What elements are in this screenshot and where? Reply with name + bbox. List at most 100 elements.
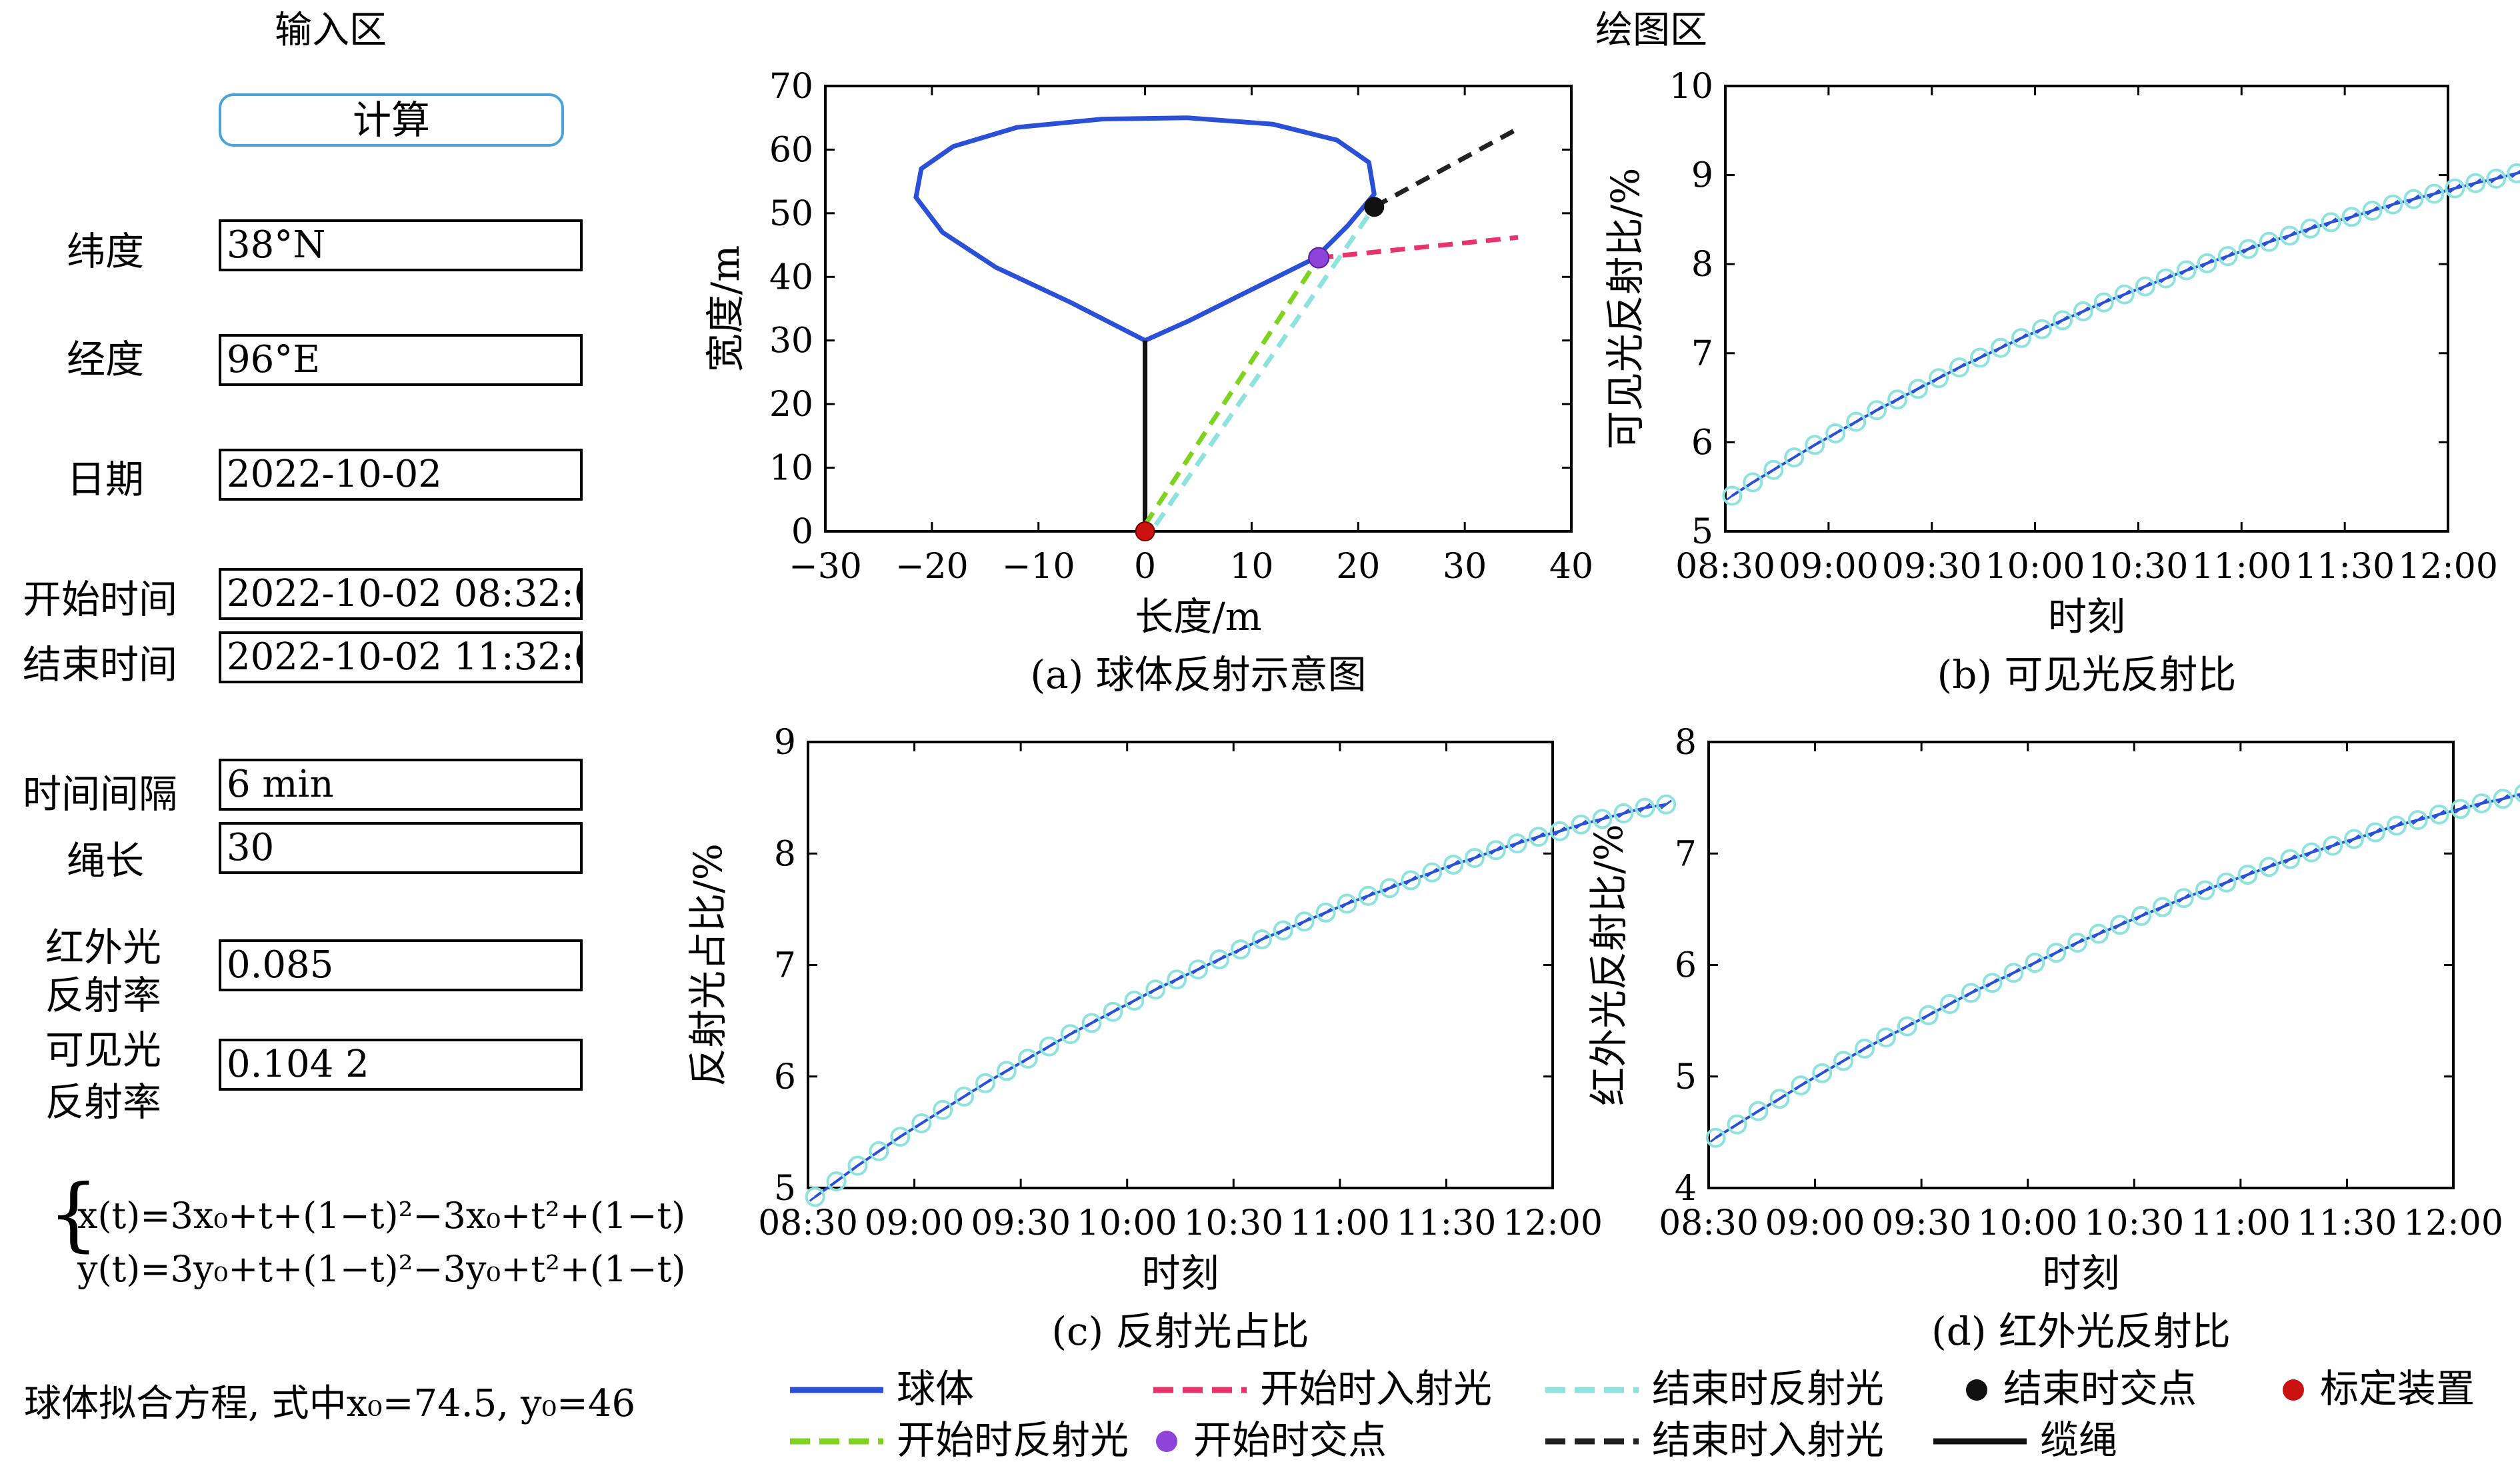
series-tick [2241,869,2254,880]
series-tick [2497,794,2509,804]
series-tick [2490,173,2503,184]
y-tick-label: 6 [1691,423,1713,463]
x-tick-label: 08:30 [1675,547,1775,587]
series-marker [2424,183,2445,204]
series-tick [2177,893,2190,903]
series-marker [2259,231,2279,252]
legend-item-3: 结束时交点 [1966,1366,2197,1411]
legend-marker [2283,1379,2304,1401]
series-tick [2114,920,2126,930]
x-tick-label: 40 [1549,547,1593,587]
y-axis-label: 宽度/m [703,245,748,373]
series-tick [1235,944,1247,955]
series-tick [1660,799,1673,809]
series-marker [2279,225,2300,246]
series-marker [847,1155,868,1176]
date-label: 日期 [67,457,145,502]
series-tick [1617,808,1630,819]
series-marker [2514,784,2520,803]
x-tick-label: 20 [1336,547,1380,587]
longitude-label: 经度 [67,337,145,382]
y-tick-label: 60 [769,130,813,170]
series-marker [2407,810,2428,831]
series-marker [911,1113,932,1133]
series-tick [2159,273,2172,283]
y-tick-label: 4 [1675,1169,1697,1209]
rope-length-field[interactable]: 30 [219,822,583,874]
series-marker [2365,822,2385,843]
series-tick [1553,826,1566,837]
series-marker [2280,849,2301,869]
series-tick [1773,1093,1786,1104]
chart-panel-b: 08:30 09:00 09:30 10:00 10:30 11:00 11:30 12:00… [1603,67,2520,697]
series-tick [1192,964,1204,975]
series-marker [1961,983,1981,1003]
series-marker [1887,389,1908,410]
series-tick [1726,491,1739,501]
series-marker [2429,804,2449,825]
series-marker [2155,268,2176,289]
series-marker [1422,862,1443,883]
series-tick [1128,995,1141,1006]
series-tick [830,1176,843,1187]
legend-label: 结束时交点 [2003,1366,2197,1411]
series-marker [1897,1016,1917,1037]
x-tick-label: 30 [1443,547,1487,587]
x-tick-label: 10:30 [1183,1203,1283,1243]
series-tick [958,1091,970,1102]
series-marker [1855,1038,1875,1059]
legend-marker [1966,1379,1987,1401]
series-tick [1469,853,1481,863]
series-tick [1043,1041,1055,1051]
y-tick-label: 8 [1691,245,1713,285]
time-interval-field[interactable]: 6 min [219,759,583,811]
series-tick [1891,395,1903,405]
y-tick-label: 10 [769,449,813,489]
series-marker [805,1187,825,1207]
series-tick [2077,306,2089,317]
latitude-label: 纬度 [67,229,145,274]
start-time-field[interactable]: 2022-10-02 08:32:00 [219,568,583,620]
fit-equation-note: 球体拟合方程, 式中x₀=74.5, y₀=46 [24,1382,636,1425]
series-tick [1788,452,1801,463]
series-marker [2344,829,2365,849]
series-tick [2007,968,2020,978]
series-marker [1949,357,1970,378]
visible-reflectivity-field[interactable]: 0.104 2 [219,1039,583,1091]
end-time-field[interactable]: 2022-10-02 11:32:00 [219,631,583,683]
series-marker [1315,902,1336,923]
y-tick-label: 30 [769,321,813,361]
series-marker [1571,814,1591,835]
y-tick-label: 5 [774,1169,796,1209]
time-interval-label: 时间间隔 [23,771,178,817]
series-tick [2390,821,2403,831]
series-marker [1167,969,1187,990]
legend-item-0: 球体 [790,1366,974,1411]
series-tick [2305,847,2318,857]
series-tick [2387,199,2399,209]
series-tick [2221,251,2234,261]
series-tick [2348,834,2360,844]
series-marker [1846,411,1867,432]
series-tick [2242,244,2255,254]
date-field[interactable]: 2022-10-02 [219,449,583,501]
series-tick [1511,838,1523,849]
latitude-field[interactable]: 38°N [219,219,583,271]
series-tick [1064,1029,1077,1039]
legend-label: 开始时交点 [1193,1417,1387,1463]
calculate-button[interactable]: 计算 [219,93,564,147]
y-tick-label: 0 [791,512,813,552]
series-marker [1209,949,1230,970]
series-marker [1379,878,1400,899]
series-marker [2465,173,2486,193]
series-marker [2321,212,2341,233]
input-area-header: 输入区 [275,9,387,52]
visible-reflectivity-label-line2: 反射率 [45,1079,162,1125]
series-tick [2345,212,2358,222]
series-tick [2369,827,2381,837]
series-tick [2325,217,2337,227]
longitude-field[interactable]: 96°E [219,334,583,386]
infrared-reflectivity-field[interactable]: 0.085 [219,939,583,991]
series-marker [1812,1063,1833,1083]
chart-panel-d: 08:30 09:00 09:30 10:00 10:30 11:00 11:30 12:00… [1586,723,2520,1354]
